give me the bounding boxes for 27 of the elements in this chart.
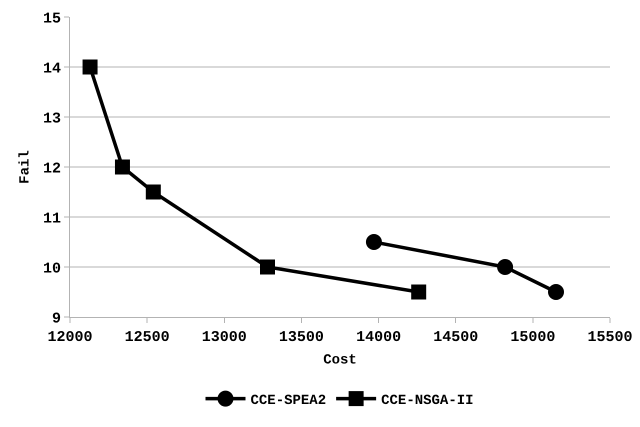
y-tick-label: 9 <box>52 310 61 328</box>
x-tick-label: 13500 <box>278 329 324 346</box>
point <box>114 160 130 174</box>
point <box>82 60 98 74</box>
legend-label: CCE-NSGA-II <box>381 393 474 410</box>
point <box>366 234 382 250</box>
x-axis-title: Cost <box>323 352 357 368</box>
y-axis-title: Fail <box>18 150 34 184</box>
legend-label: CCE-SPEA2 <box>250 393 326 410</box>
point <box>260 260 275 274</box>
y-tick-label: 12 <box>42 160 61 178</box>
x-tick-label: 13000 <box>202 329 247 346</box>
point <box>497 259 514 275</box>
x-tick-label: 15500 <box>587 329 633 346</box>
point <box>411 284 426 300</box>
point <box>548 284 564 300</box>
x-tick-label: 12000 <box>47 329 93 346</box>
x-tick-label: 14000 <box>356 329 402 346</box>
x-tick-label: 12500 <box>124 329 170 346</box>
y-tick-label: 14 <box>42 60 61 78</box>
y-tick-label: 15 <box>42 10 61 28</box>
y-tick-label: 11 <box>42 210 61 228</box>
y-tick-label: 13 <box>42 110 61 128</box>
x-tick-label: 14500 <box>433 329 478 346</box>
y-tick-label: 10 <box>42 260 61 278</box>
x-tick-label: 15000 <box>510 329 556 346</box>
point <box>146 184 161 200</box>
